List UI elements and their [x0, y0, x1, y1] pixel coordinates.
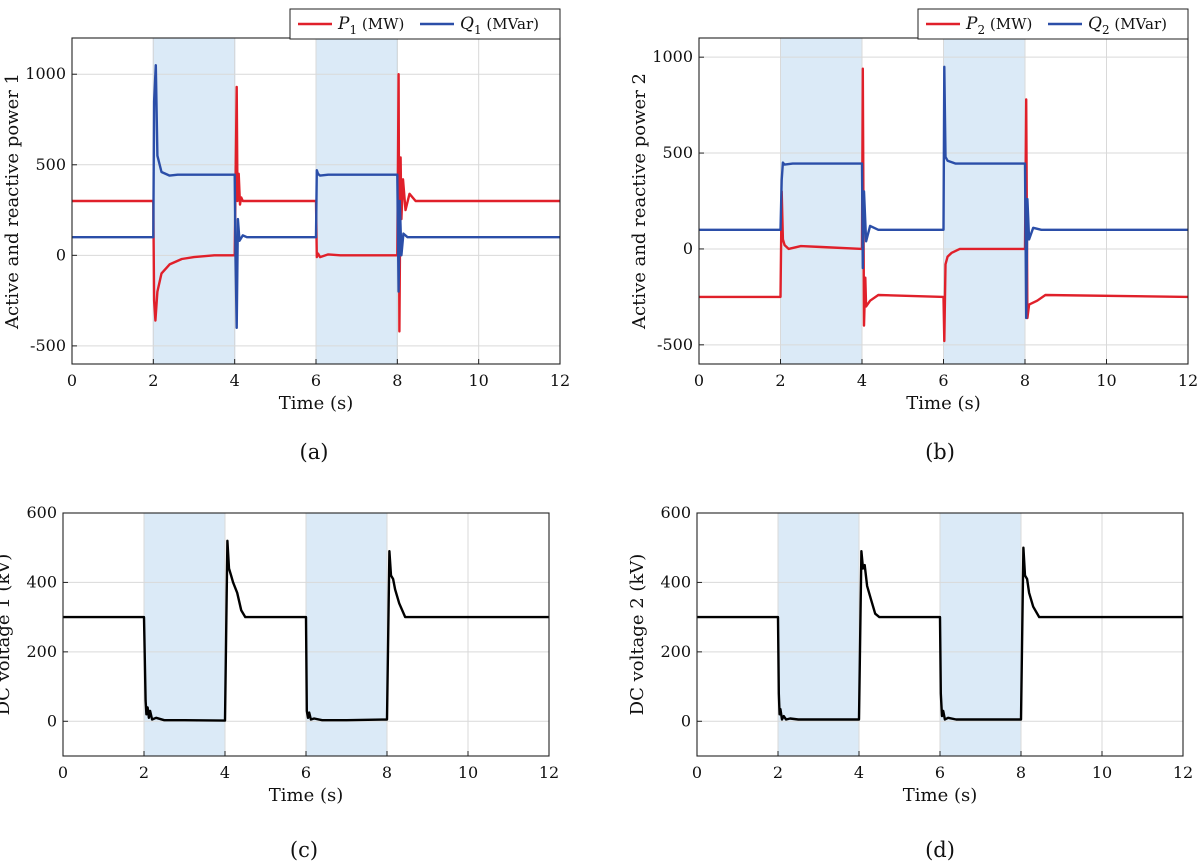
y-tick-label: 600 — [660, 503, 691, 522]
y-tick-label: 400 — [660, 572, 691, 591]
x-tick-label: 2 — [139, 763, 149, 782]
x-tick-label: 12 — [539, 763, 559, 782]
caption-a: (a) — [299, 440, 329, 464]
x-tick-label: 0 — [67, 371, 77, 390]
series-line-p1 — [72, 72, 560, 333]
series-line-q1 — [72, 63, 560, 329]
x-tick-label: 6 — [311, 371, 321, 390]
legend: P1 (MW) Q1 (MVar) — [289, 8, 561, 40]
y-tick-label: -500 — [30, 336, 66, 355]
x-tick-label: 4 — [220, 763, 230, 782]
x-tick-label: 0 — [692, 763, 702, 782]
y-tick-label: 0 — [681, 711, 691, 730]
x-tick-label: 4 — [854, 763, 864, 782]
x-tick-label: 12 — [1178, 371, 1198, 390]
x-tick-label: 2 — [775, 371, 785, 390]
x-tick-label: 6 — [935, 763, 945, 782]
x-tick-label: 10 — [1092, 763, 1112, 782]
x-tick-label: 0 — [58, 763, 68, 782]
chart-c: 0 2 4 6 8 10 12 0 200 400 600 Time (s) DC voltage 1 … — [0, 503, 559, 806]
y-tick-label: 0 — [56, 245, 66, 264]
x-tick-label: 8 — [1016, 763, 1026, 782]
chart-d: 0 2 4 6 8 10 12 0 200 400 600 Time (s) DC voltage 2 … — [627, 503, 1193, 806]
y-tick-label: 400 — [26, 572, 57, 591]
x-tick-label: 6 — [301, 763, 311, 782]
legend-entry: P1 (MW) — [337, 14, 404, 37]
x-axis-label: Time (s) — [269, 785, 344, 806]
x-tick-label: 0 — [694, 371, 704, 390]
legend-entry: P2 (MW) — [965, 14, 1032, 37]
caption-c: (c) — [289, 838, 319, 862]
legend-entry: Q2 (MVar) — [1088, 14, 1167, 37]
y-axis-label: DC voltage 1 (kV) — [0, 554, 14, 716]
legend-entry: Q1 (MVar) — [460, 14, 539, 37]
x-tick-label: 10 — [1096, 371, 1116, 390]
x-tick-label: 4 — [857, 371, 867, 390]
x-axis-label: Time (s) — [906, 393, 981, 414]
x-tick-label: 12 — [550, 371, 570, 390]
series-line-voltage — [63, 539, 549, 722]
y-tick-label: 500 — [662, 143, 693, 162]
axes-frame — [62, 512, 550, 757]
x-axis-label: Time (s) — [279, 393, 354, 414]
x-tick-label: 10 — [458, 763, 478, 782]
y-tick-label: 1000 — [652, 47, 693, 66]
x-tick-label: 8 — [392, 371, 402, 390]
x-axis-label: Time (s) — [903, 785, 978, 806]
x-tick-label: 8 — [1020, 371, 1030, 390]
y-tick-label: 200 — [660, 642, 691, 661]
x-tick-label: 6 — [938, 371, 948, 390]
y-axis-label: DC voltage 2 (kV) — [627, 554, 648, 716]
y-tick-label: 200 — [26, 642, 57, 661]
shaded-interval-1 — [943, 37, 1026, 365]
y-tick-label: 500 — [35, 155, 66, 174]
x-tick-label: 2 — [148, 371, 158, 390]
x-tick-label: 12 — [1173, 763, 1193, 782]
series-line-voltage — [697, 546, 1183, 721]
y-tick-label: -500 — [657, 335, 693, 354]
caption-d: (d) — [925, 838, 955, 862]
x-tick-label: 8 — [382, 763, 392, 782]
y-tick-label: 600 — [26, 503, 57, 522]
x-tick-label: 4 — [230, 371, 240, 390]
y-axis-label: Active and reactive power 1 — [2, 73, 23, 330]
y-tick-label: 1000 — [25, 64, 66, 83]
x-tick-label: 10 — [468, 371, 488, 390]
series-line-p2 — [699, 67, 1189, 343]
legend: P2 (MW) Q2 (MVar) — [917, 8, 1189, 40]
shaded-interval-1 — [315, 37, 398, 365]
axes-frame — [696, 512, 1184, 757]
x-tick-label: 2 — [773, 763, 783, 782]
y-axis-label: Active and reactive power 2 — [629, 73, 650, 330]
y-tick-label: 0 — [683, 239, 693, 258]
shaded-interval-0 — [152, 37, 236, 365]
shaded-interval-0 — [777, 512, 860, 757]
series-line-q2 — [699, 65, 1188, 320]
shaded-interval-0 — [143, 512, 226, 757]
shaded-interval-0 — [780, 37, 863, 365]
y-tick-label: 0 — [47, 711, 57, 730]
caption-b: (b) — [925, 440, 955, 464]
